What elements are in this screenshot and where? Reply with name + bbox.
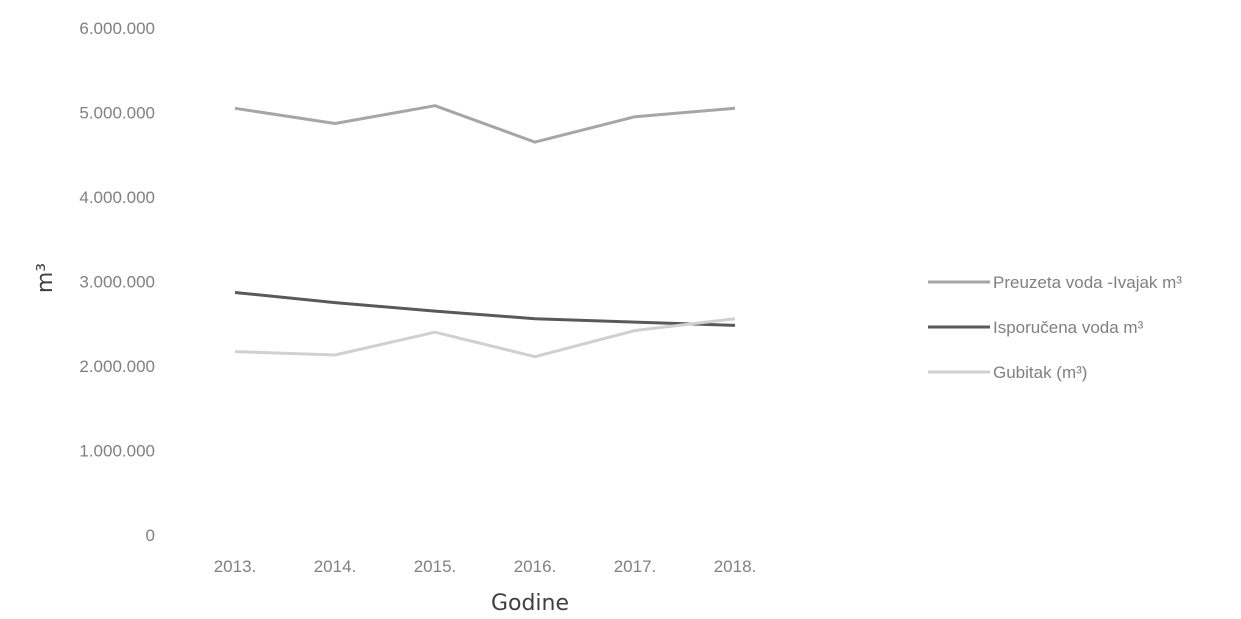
y-tick-label: 2.000.000 — [79, 357, 155, 376]
series-line-0 — [235, 106, 735, 142]
legend-label-1: Isporučena voda m³ — [993, 318, 1144, 337]
y-axis-title: m³ — [33, 263, 58, 293]
x-axis-ticks: 2013. 2014. 2015. 2016. 2017. 2018. — [214, 557, 757, 576]
legend: Preuzeta voda -Ivajak m³ Isporučena voda … — [928, 273, 1182, 382]
x-tick-label: 2017. — [614, 557, 657, 576]
y-tick-label: 4.000.000 — [79, 188, 155, 207]
x-tick-label: 2013. — [214, 557, 257, 576]
x-tick-label: 2018. — [714, 557, 757, 576]
y-axis-ticks: 0 1.000.000 2.000.000 3.000.000 4.000.000 5.0… — [79, 19, 155, 545]
series-lines — [235, 106, 735, 357]
y-tick-label: 6.000.000 — [79, 19, 155, 38]
x-tick-label: 2014. — [314, 557, 357, 576]
y-tick-label: 0 — [146, 526, 155, 545]
y-tick-label: 1.000.000 — [79, 442, 155, 461]
x-tick-label: 2015. — [414, 557, 457, 576]
y-tick-label: 5.000.000 — [79, 104, 155, 123]
legend-label-2: Gubitak (m³) — [993, 363, 1087, 382]
legend-label-0: Preuzeta voda -Ivajak m³ — [993, 273, 1182, 292]
y-tick-label: 3.000.000 — [79, 273, 155, 292]
x-tick-label: 2016. — [514, 557, 557, 576]
x-axis-title: Godine — [491, 591, 569, 616]
series-line-1 — [235, 293, 735, 326]
